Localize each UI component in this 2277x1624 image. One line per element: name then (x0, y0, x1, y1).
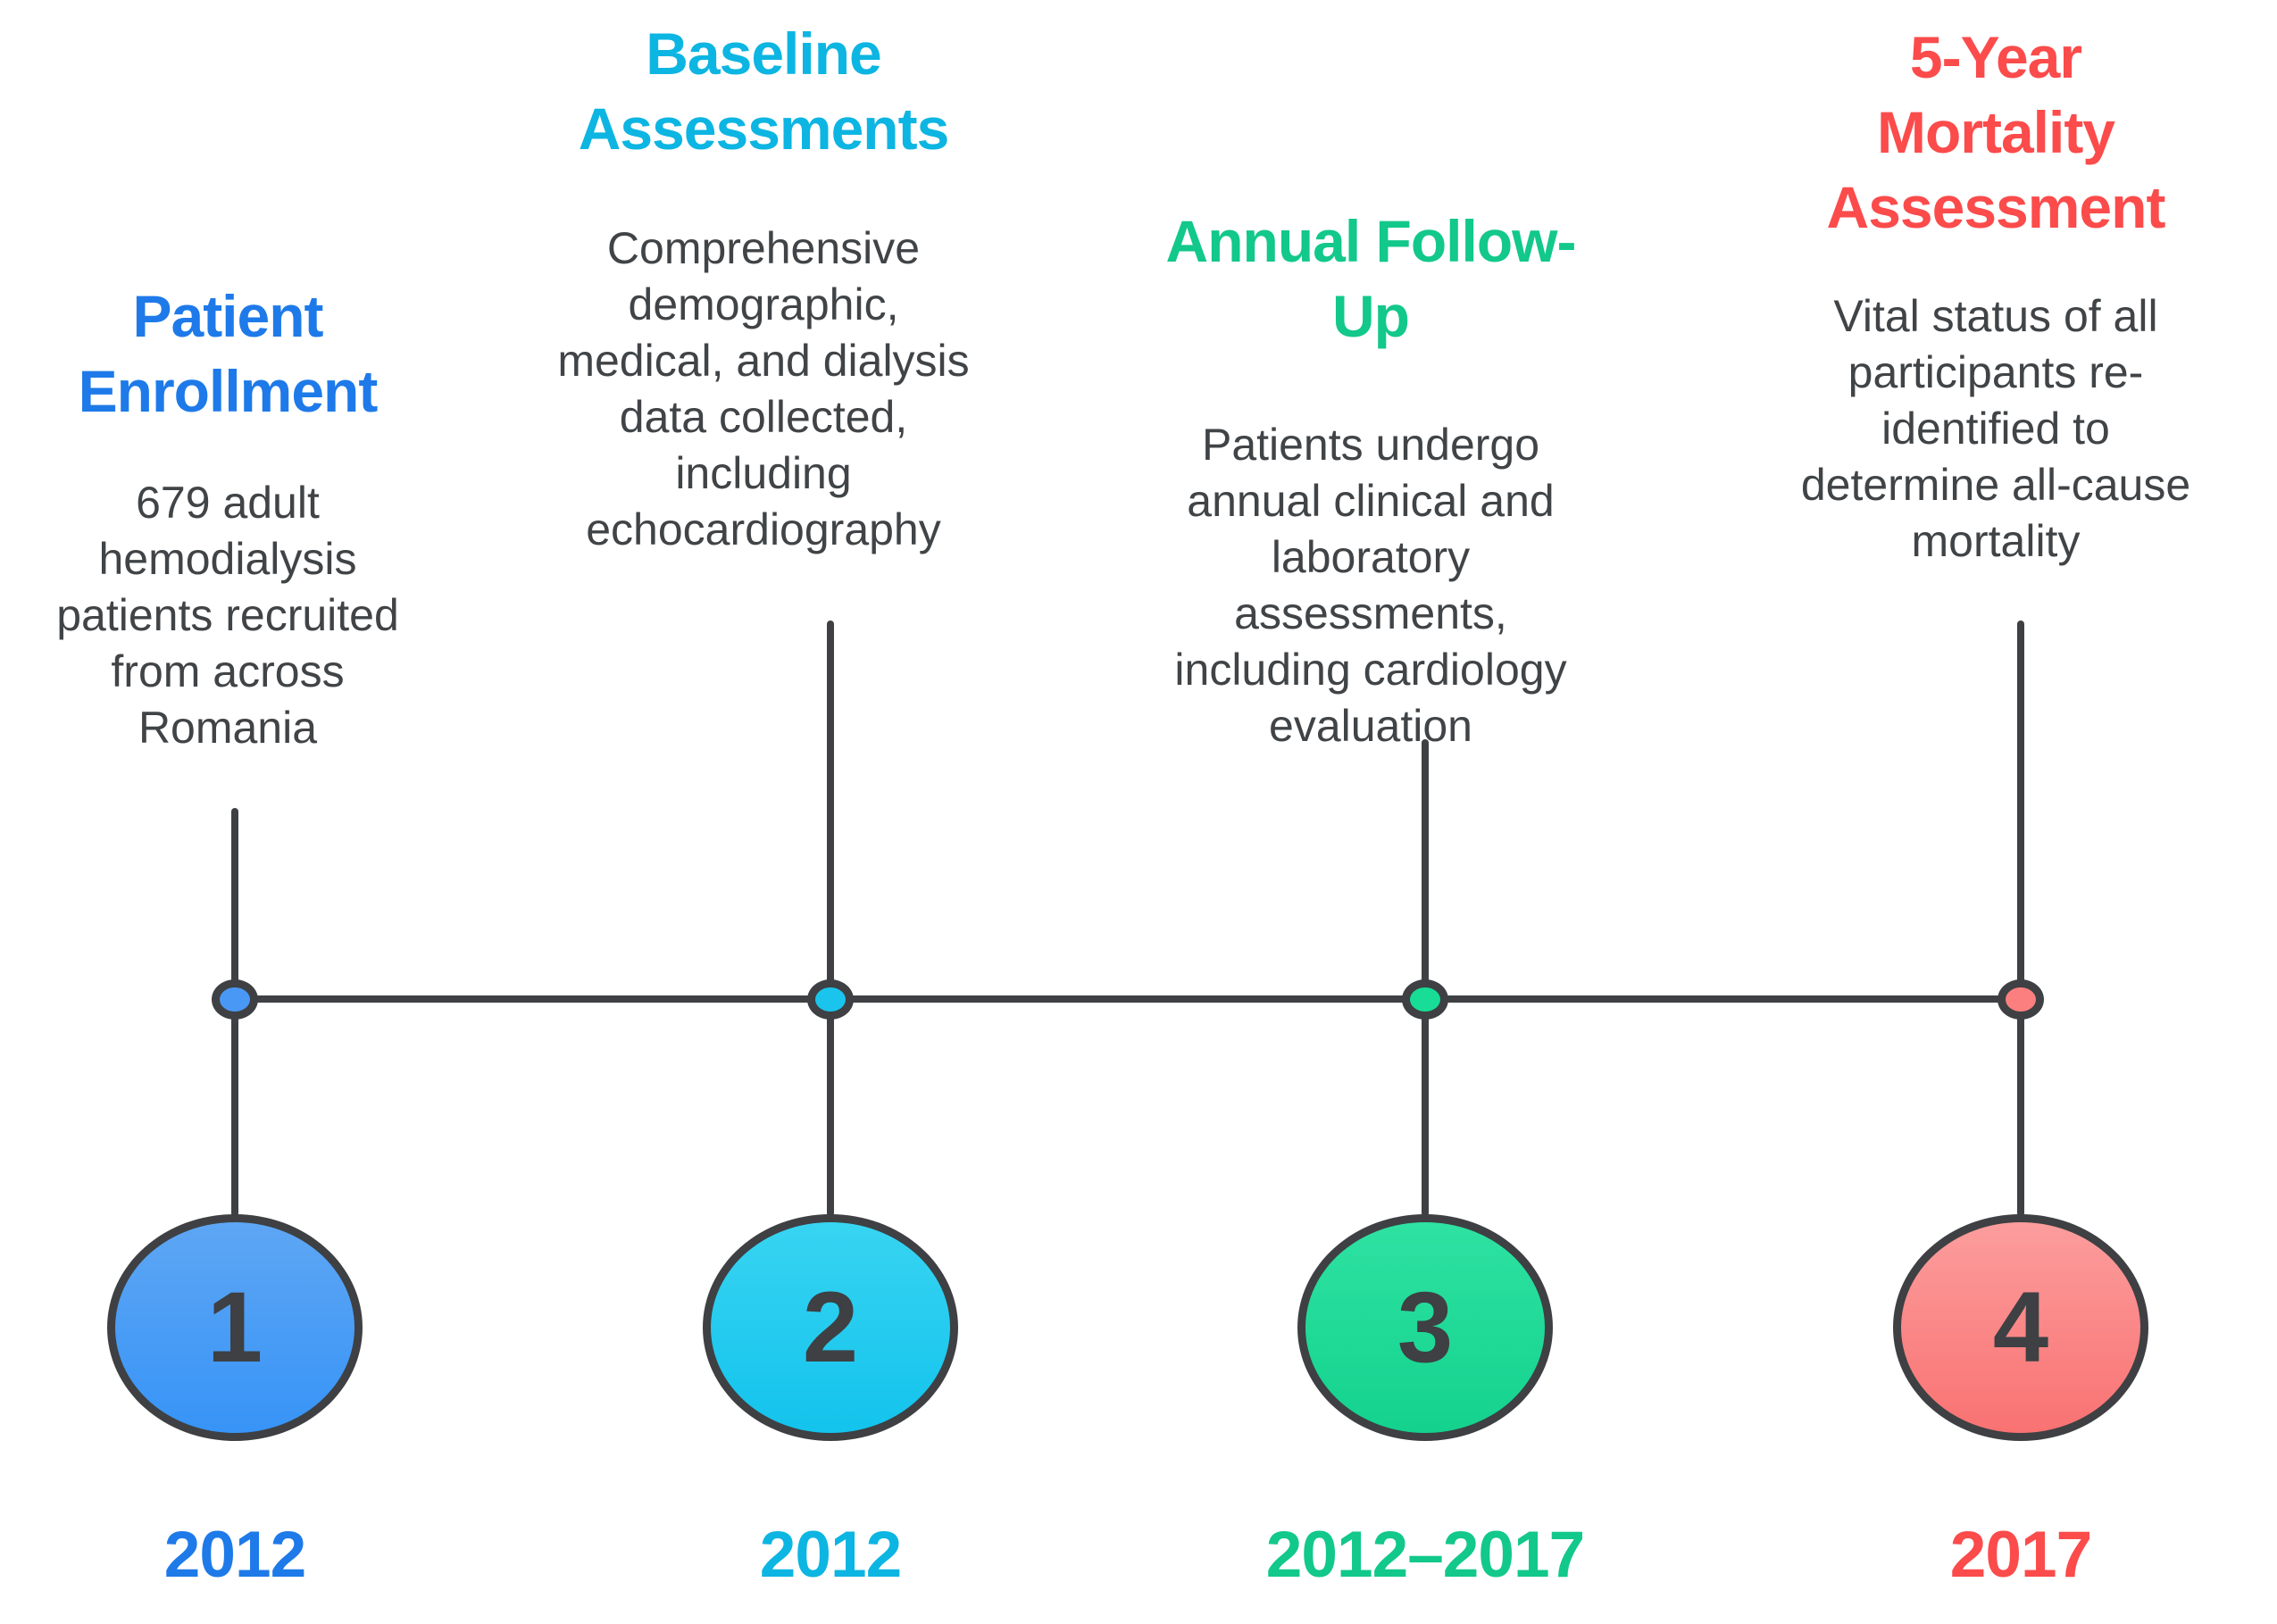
milestone-number: 4 (1992, 1271, 2049, 1383)
milestone-number-circle: 2 (703, 1214, 958, 1441)
milestone-title: Patient Enrollment (78, 283, 379, 424)
milestone-baseline-assessments: Baseline Assessments Comprehensive demog… (536, 0, 1125, 1624)
milestone-5-year-mortality-assessment: 5-Year Mortality Assessment Vital status… (1726, 0, 2277, 1624)
milestone-title: 5-Year Mortality Assessment (1826, 24, 2166, 240)
milestone-year: 2017 (1949, 1519, 2092, 1591)
milestone-number: 1 (206, 1271, 263, 1383)
milestone-number: 2 (802, 1271, 859, 1383)
milestone-year: 2012 (759, 1519, 902, 1591)
milestone-number: 3 (1397, 1271, 1454, 1383)
connector-line (827, 620, 834, 1217)
milestone-year: 2012 (163, 1519, 306, 1591)
timeline-dot (1402, 979, 1448, 1020)
timeline-axis-line (235, 995, 2021, 1003)
milestone-title: Annual Follow- Up (1165, 208, 1577, 349)
milestone-patient-enrollment: Patient Enrollment 679 adult hemodialysi… (0, 0, 530, 1624)
milestone-description: Vital status of all participants re- ide… (1800, 291, 2191, 566)
milestone-description: Patients undergo annual clinical and lab… (1174, 420, 1567, 751)
timeline-dot (212, 979, 258, 1020)
milestone-year: 2012–2017 (1265, 1519, 1585, 1591)
connector-line (1422, 739, 1429, 1217)
milestone-number-circle: 4 (1893, 1214, 2148, 1441)
connector-line (2017, 620, 2024, 1217)
milestone-description: 679 adult hemodialysis patients recruite… (56, 478, 399, 753)
timeline-dot (1998, 979, 2044, 1020)
timeline-dot (807, 979, 854, 1020)
milestone-number-circle: 3 (1297, 1214, 1553, 1441)
milestone-title: Baseline Assessments (578, 21, 950, 162)
milestone-annual-follow-up: Annual Follow- Up Patients undergo annua… (1130, 0, 1720, 1624)
milestone-description: Comprehensive demographic, medical, and … (557, 223, 970, 554)
milestone-number-circle: 1 (107, 1214, 363, 1441)
